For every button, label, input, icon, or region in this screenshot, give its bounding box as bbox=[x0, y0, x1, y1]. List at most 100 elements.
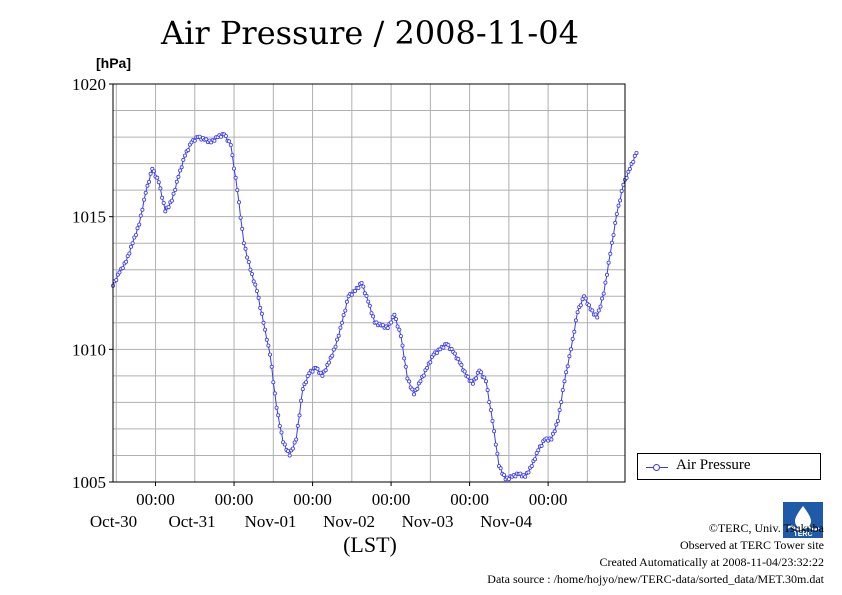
data-point bbox=[186, 148, 191, 153]
data-point bbox=[339, 320, 344, 325]
data-point bbox=[120, 266, 125, 271]
data-point bbox=[258, 305, 263, 310]
data-point bbox=[143, 190, 148, 195]
data-point bbox=[364, 293, 369, 298]
wave-icon bbox=[786, 525, 820, 531]
data-point bbox=[140, 207, 145, 212]
data-point bbox=[343, 308, 348, 313]
data-point bbox=[359, 280, 364, 285]
legend-label: Air Pressure bbox=[676, 457, 751, 473]
data-point bbox=[151, 169, 156, 174]
data-point bbox=[135, 226, 140, 231]
water-drop-icon bbox=[795, 506, 811, 529]
data-point bbox=[549, 437, 554, 442]
data-point bbox=[276, 413, 281, 418]
x-tick-time: 00:00 bbox=[450, 490, 489, 509]
data-point bbox=[336, 333, 341, 338]
data-point bbox=[249, 271, 254, 276]
data-point bbox=[158, 186, 163, 191]
data-point bbox=[145, 183, 150, 188]
y-tick-label: 1020 bbox=[72, 75, 106, 94]
data-point bbox=[282, 442, 287, 447]
data-point bbox=[627, 166, 632, 171]
data-point bbox=[335, 337, 340, 342]
data-point bbox=[405, 376, 410, 381]
data-point bbox=[593, 312, 598, 317]
data-point bbox=[333, 344, 338, 349]
data-point bbox=[583, 296, 588, 301]
data-source-path: Data source : /home/hojyo/new/TERC-data/… bbox=[487, 572, 824, 586]
x-tick-time: 00:00 bbox=[372, 490, 411, 509]
data-point bbox=[483, 379, 488, 384]
data-point bbox=[192, 138, 197, 143]
data-point bbox=[490, 418, 495, 423]
data-point bbox=[338, 325, 343, 330]
x-tick-date: Oct-31 bbox=[168, 512, 215, 531]
data-point bbox=[218, 134, 223, 139]
data-point bbox=[564, 370, 569, 375]
data-point bbox=[469, 378, 474, 383]
data-point bbox=[452, 351, 457, 356]
data-point bbox=[228, 142, 233, 147]
data-point bbox=[618, 198, 623, 203]
data-point bbox=[269, 364, 274, 369]
data-point bbox=[498, 466, 503, 471]
data-point bbox=[326, 360, 331, 365]
data-point bbox=[323, 368, 328, 373]
data-point bbox=[385, 326, 390, 331]
data-point bbox=[403, 364, 408, 369]
data-point bbox=[526, 470, 531, 475]
data-point bbox=[603, 280, 608, 285]
data-point bbox=[233, 175, 238, 180]
data-point bbox=[173, 187, 178, 192]
data-point bbox=[441, 345, 446, 350]
x-tick-date: Nov-02 bbox=[323, 512, 375, 531]
data-point bbox=[410, 387, 415, 392]
data-point bbox=[197, 134, 202, 139]
data-point bbox=[245, 255, 250, 260]
data-point bbox=[285, 449, 290, 454]
data-point bbox=[231, 166, 236, 171]
series-air-pressure bbox=[111, 131, 639, 482]
data-point bbox=[479, 370, 484, 375]
data-point bbox=[235, 188, 240, 193]
logo-text: TERC bbox=[793, 531, 812, 538]
data-point bbox=[344, 299, 349, 304]
x-tick-date: Nov-01 bbox=[245, 512, 297, 531]
data-point bbox=[389, 320, 394, 325]
data-point bbox=[611, 232, 616, 237]
data-point bbox=[590, 308, 595, 313]
data-point bbox=[555, 418, 560, 423]
data-point bbox=[492, 429, 497, 434]
data-point bbox=[274, 405, 279, 410]
x-axis: 00:00Oct-3000:00Oct-3100:00Nov-0100:00No… bbox=[90, 482, 567, 531]
data-point bbox=[567, 354, 572, 359]
data-point bbox=[501, 472, 506, 477]
data-point bbox=[573, 318, 578, 323]
data-point bbox=[271, 380, 276, 385]
chart-title: Air Pressure / 2008-11-04 bbox=[161, 14, 579, 52]
data-point bbox=[529, 464, 534, 469]
data-point bbox=[279, 430, 284, 435]
data-point bbox=[272, 391, 277, 396]
data-point bbox=[230, 153, 235, 158]
data-point bbox=[248, 267, 253, 272]
data-point bbox=[533, 457, 538, 462]
data-point bbox=[619, 189, 624, 194]
data-point bbox=[557, 407, 562, 412]
data-point bbox=[236, 200, 241, 205]
data-point bbox=[305, 374, 310, 379]
x-tick-date: Oct-30 bbox=[90, 512, 137, 531]
data-point bbox=[303, 380, 308, 385]
data-point bbox=[259, 311, 264, 316]
data-point bbox=[482, 375, 487, 380]
data-point bbox=[539, 443, 544, 448]
data-point bbox=[204, 137, 209, 142]
data-point bbox=[493, 442, 498, 447]
data-point bbox=[462, 369, 467, 374]
data-point bbox=[608, 251, 613, 256]
data-point bbox=[402, 356, 407, 361]
x-axis-label: (LST) bbox=[343, 532, 397, 557]
data-point bbox=[425, 365, 430, 370]
